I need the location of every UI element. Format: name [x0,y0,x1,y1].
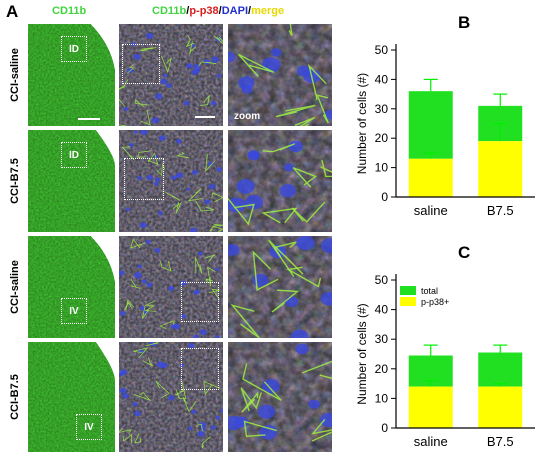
y-tick-label: 30 [375,102,389,116]
merge-micrograph [119,24,223,126]
zoom-region-box [124,158,164,200]
roi-box: IV [61,298,87,324]
panel-letter: C [458,243,470,262]
column-header-part: / [186,5,190,17]
y-axis-label: Number of cells (#) [355,73,369,174]
roi-box: ID [61,36,87,62]
cd11b-micrograph: IV [28,342,115,452]
column-header-part: p-p38 [189,5,219,17]
x-tick-label: saline [414,203,448,218]
panel-a-letter: A [6,2,19,21]
legend-swatch [400,297,416,306]
column-header-part: CD11b [152,5,187,17]
zoom-region-box [181,282,219,322]
y-tick-label: 20 [375,362,389,376]
zoom-micrograph [228,130,332,232]
merge-micrograph [119,236,223,338]
zoom-micrograph: zoom [228,24,332,126]
merge-micrograph [119,342,223,452]
bar-pp38 [408,158,453,197]
column-header-part: / [218,5,222,17]
y-axis-label: Number of cells (#) [355,303,369,404]
legend-label: total [421,286,438,296]
roi-box: IV [76,414,102,440]
x-tick-label: saline [414,434,448,449]
bar-total [408,91,453,159]
scale-bar [195,116,215,118]
y-tick-label: 10 [375,391,389,405]
cd11b-micrograph: IV [28,236,115,338]
y-tick-label: 50 [375,43,389,57]
x-tick-label: B7.5 [487,203,514,218]
row-label-2: CCI-B7.5 [9,158,21,204]
row-label-3: CCI-saline [9,260,22,314]
column-header-part: DAPI [221,5,248,17]
bar-total [478,352,523,387]
chart-b: B 0 10 20 30 40 50 Number of cells (#) saline B7.… [355,13,535,218]
legend-label: p-p38+ [421,297,449,307]
x-tick-label: B7.5 [487,434,514,449]
y-tick-label: 30 [375,332,389,346]
column-header-part: merge [251,5,285,17]
zoom-micrograph [228,342,332,452]
zoom-region-box [181,348,219,390]
column-header-merge-channels: CD11b/p-p38/DAPI/merge [152,5,284,17]
row-label-1: CCI-saline [9,48,22,102]
scale-bar [78,118,100,120]
column-header-part: / [248,5,252,17]
y-tick-label: 50 [375,273,389,287]
row-label-4: CCI-B7.5 [9,374,21,420]
y-tick-label: 40 [375,303,389,317]
zoom-region-box [122,44,160,84]
bar-pp38 [478,386,523,428]
y-tick-label: 20 [375,131,389,145]
y-tick-label: 0 [381,421,388,435]
panel-letter: B [458,13,470,32]
zoom-micrograph [228,236,332,338]
bar-pp38 [408,386,453,428]
cd11b-micrograph: ID [28,24,115,126]
zoom-label: zoom [234,111,261,122]
roi-box: ID [61,142,87,168]
chart-c: C 0 10 20 30 40 50 Number of cells (#) saline B7.… [355,243,535,449]
cd11b-micrograph: ID [28,130,115,232]
legend-swatch [400,286,416,295]
bar-pp38 [478,141,523,197]
y-tick-label: 0 [381,190,388,204]
merge-micrograph [119,130,223,232]
column-header-cd11b: CD11b [52,5,87,17]
y-tick-label: 40 [375,72,389,86]
y-tick-label: 10 [375,161,389,175]
